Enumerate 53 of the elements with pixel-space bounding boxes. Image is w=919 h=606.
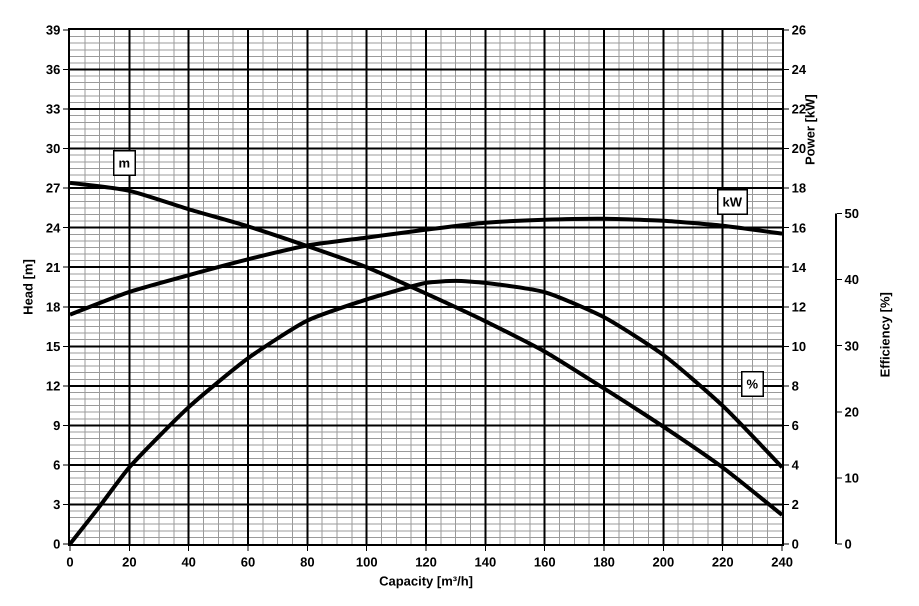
y-tick-label: 33 [46, 102, 60, 117]
x-axis-title: Capacity [m³/h] [379, 574, 473, 589]
series-label: m [118, 156, 130, 170]
y3-tick-label: 50 [844, 206, 859, 222]
x-tick-label: 60 [240, 554, 256, 570]
x-tick-label: 160 [534, 554, 556, 570]
y3-tick-label: 30 [844, 338, 859, 354]
y-tick-label: 30 [46, 141, 60, 156]
y-tick-label: 12 [46, 378, 60, 394]
y-tick-label: 18 [46, 299, 60, 314]
x-tick-label: 240 [771, 554, 793, 570]
y2-tick-label: 12 [792, 299, 806, 314]
x-tick-label: 220 [712, 554, 734, 570]
y2-tick-label: 10 [792, 338, 806, 354]
x-tick-label: 40 [181, 554, 196, 570]
y-tick-label: 6 [53, 457, 60, 472]
series-label: kW [722, 194, 743, 210]
x-tick-label: 80 [300, 554, 315, 570]
y2-tick-label: 6 [792, 418, 799, 433]
y-tick-label: 36 [46, 62, 60, 78]
x-tick-label: 120 [415, 554, 437, 570]
x-tick-label: 180 [593, 554, 615, 570]
y-axis-title: Head [m] [20, 259, 36, 315]
y2-tick-label: 18 [792, 180, 806, 196]
y2-tick-label: 24 [792, 62, 807, 78]
y2-tick-label: 2 [792, 497, 799, 512]
y2-tick-label: 26 [792, 22, 806, 38]
y-tick-label: 0 [53, 536, 60, 552]
x-tick-label: 100 [356, 554, 378, 570]
y2-tick-label: 4 [792, 457, 800, 472]
y2-tick-label: 14 [792, 260, 807, 275]
y3-tick-label: 10 [844, 470, 859, 486]
y3-tick-label: 0 [844, 536, 852, 552]
y2-tick-label: 22 [792, 102, 806, 117]
x-tick-label: 20 [122, 554, 137, 570]
y-tick-label: 3 [53, 497, 60, 512]
y2-tick-label: 20 [792, 141, 806, 156]
x-tick-label: 200 [652, 554, 674, 570]
y3-axis-title: Efficiency [%] [877, 292, 892, 378]
text: % [746, 376, 758, 392]
y2-tick-label: 16 [792, 220, 806, 236]
y3-tick-label: 40 [844, 272, 859, 288]
y-tick-label: 27 [46, 180, 60, 196]
y-tick-label: 39 [46, 22, 60, 38]
y-tick-label: 21 [46, 260, 60, 275]
y-tick-label: 15 [46, 338, 60, 354]
x-tick-label: 140 [474, 554, 496, 570]
y-tick-label: 24 [46, 220, 62, 236]
y3-tick-label: 20 [844, 404, 859, 420]
y2-tick-label: 8 [792, 378, 799, 394]
y2-tick-label: 0 [792, 536, 799, 552]
y-tick-label: 9 [53, 418, 60, 433]
x-tick-label: 0 [66, 554, 74, 570]
